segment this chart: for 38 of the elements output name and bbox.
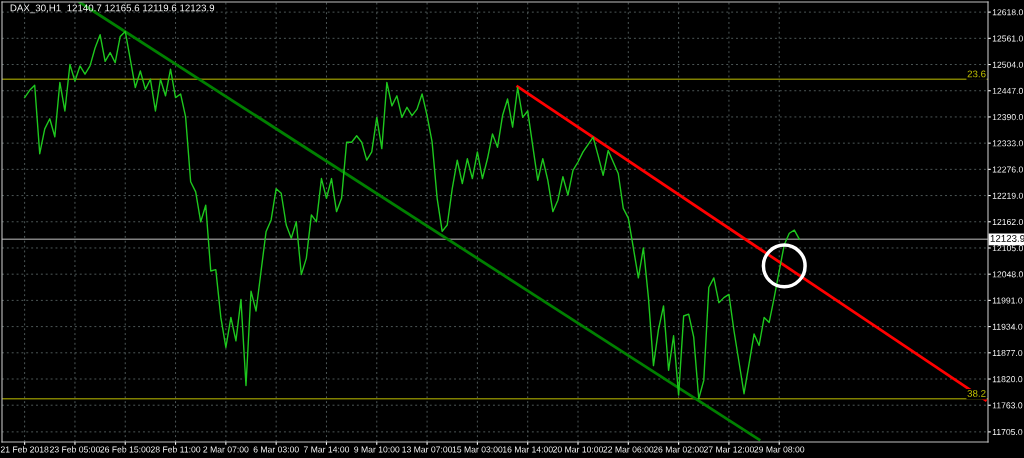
y-tick-label: 11877.0 [992,349,1023,357]
y-tick-label: 12048.0 [992,271,1023,278]
x-tick-label: 2 Mar 07:00 [203,446,249,453]
x-tick-label: 20 Mar 10:00 [553,446,604,453]
x-tick-label: 6 Mar 03:00 [253,446,299,453]
y-tick-label: 12219.0 [992,192,1023,199]
y-tick-label: 12390.0 [992,114,1023,121]
x-tick-label: 21 Feb 2018 [0,446,49,453]
x-tick-label: 27 Mar 12:00 [703,446,754,453]
y-tick-label: 11763.0 [992,402,1023,409]
x-tick-label: 22 Mar 06:00 [603,446,654,453]
y-tick-label: 12618.0 [992,9,1023,16]
y-tick-label: 12447.0 [992,87,1023,94]
annotation: 23.6 [967,70,986,78]
x-tick-label: 15 Mar 03:00 [452,446,503,453]
line-series [23,30,801,400]
x-tick-label: 13 Mar 07:00 [402,446,453,453]
chart-title: DAX_30,H1 12140.7 12165.6 12119.6 12123.9 [10,4,215,14]
y-tick-label: 12162.0 [992,218,1023,225]
y-tick-label: 11934.0 [992,323,1023,330]
annotation: 38.2 [967,389,986,397]
x-tick-label: 26 Feb 15:00 [100,446,151,453]
y-tick-label: 12333.0 [992,140,1023,147]
y-tick-label: 12504.0 [992,61,1023,68]
x-tick-label: 28 Feb 11:00 [150,446,201,453]
y-tick-label: 11705.0 [992,428,1023,436]
ref-line-label: 12123.9 [990,235,1024,242]
y-tick-label: 11820.0 [992,376,1023,383]
x-tick-label: 23 Feb 05:00 [50,446,100,453]
x-tick-label: 29 Mar 08:00 [754,446,805,453]
x-tick-label: 16 Mar 14:00 [502,446,553,453]
y-tick-label: 12561.0 [992,35,1023,42]
x-tick-label: 26 Mar 02:00 [653,446,704,453]
y-tick-label: 11991.0 [992,297,1023,304]
y-tick-label: 12105.0 [992,245,1023,252]
x-tick-label: 9 Mar 10:00 [354,446,400,453]
x-tick-label: 7 Mar 14:00 [303,446,350,453]
y-tick-label: 12276.0 [992,166,1023,173]
